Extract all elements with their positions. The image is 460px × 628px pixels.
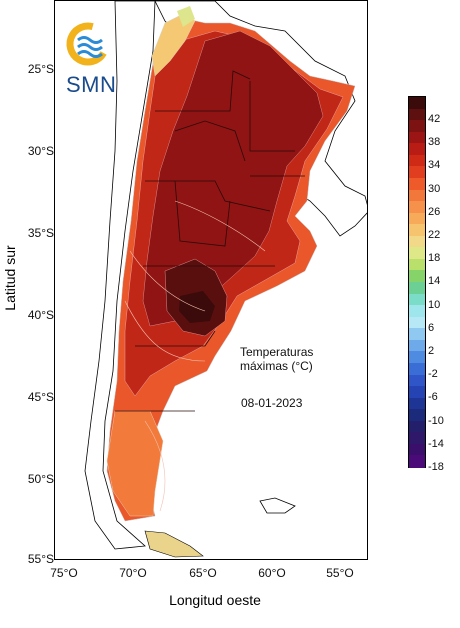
- colorbar-cell: [409, 201, 425, 214]
- colorbar-cell: [409, 293, 425, 306]
- chile-outline: [84, 1, 156, 550]
- colorbar-cell: [409, 247, 425, 260]
- colorbar-cell: [409, 154, 425, 167]
- colorbar-cell: [409, 177, 425, 190]
- colorbar-cell: [409, 282, 425, 295]
- colorbar-cell: [409, 397, 425, 410]
- colorbar-label: 2: [428, 345, 435, 357]
- map-title-line1: Temperaturas: [240, 345, 314, 359]
- argentina-north-green: [177, 6, 195, 27]
- colorbar-cell: [409, 166, 425, 179]
- colorbar-cell: [409, 339, 425, 352]
- colorbar-cell: [409, 97, 425, 110]
- colorbar-cell: [409, 212, 425, 225]
- lon-tick-75: 75°O: [50, 566, 78, 580]
- argentina-hotspot: [179, 291, 215, 323]
- lat-tick-35: 35°S: [27, 226, 54, 240]
- lat-tick-30: 30°S: [27, 144, 54, 158]
- colorbar-cell: [409, 455, 425, 468]
- lat-tick-40: 40°S: [27, 308, 54, 322]
- colorbar-label: 10: [428, 298, 441, 311]
- smn-logo-icon: [66, 22, 110, 66]
- colorbar-cell: [409, 316, 425, 329]
- province-borders: [115, 70, 305, 412]
- colorbar-cell: [409, 409, 425, 422]
- colorbar-label: 30: [428, 182, 441, 195]
- lon-tick-55: 55°O: [326, 566, 354, 580]
- x-axis-title: Longitud oeste: [169, 592, 261, 608]
- smn-logo-text: SMN: [66, 72, 117, 97]
- lat-tick-45: 45°S: [27, 390, 54, 404]
- isotherm-lines: [124, 200, 266, 512]
- colorbar-cell: [409, 189, 425, 202]
- colorbar-label: -6: [428, 391, 438, 404]
- colorbar-cell: [409, 270, 425, 283]
- map-date: 08-01-2023: [241, 396, 303, 410]
- colorbar-label: -2: [428, 368, 438, 381]
- colorbar-cell: [409, 131, 425, 144]
- lat-tick-50: 50°S: [27, 472, 54, 486]
- colorbar-label: -18: [428, 461, 444, 473]
- colorbar-cell: [409, 351, 425, 364]
- temperature-map: [84, 1, 367, 558]
- colorbar-cell: [409, 224, 425, 237]
- colorbar-cell: [409, 108, 425, 121]
- lat-tick-55: 55°S: [27, 552, 54, 566]
- colorbar-cell: [409, 305, 425, 318]
- colorbar-label: 22: [428, 229, 441, 241]
- y-axis-title: Latitud sur: [2, 245, 18, 311]
- colorbar-label: 18: [428, 252, 441, 265]
- colorbar-cell: [409, 432, 425, 445]
- lon-tick-65: 65°O: [189, 566, 217, 580]
- colorbar-label: -10: [428, 414, 444, 427]
- colorbar-label: 38: [428, 136, 441, 149]
- malvinas-islands: [259, 497, 296, 514]
- colorbar-cell: [409, 386, 425, 399]
- map-title: Temperaturas máximas (°C): [240, 345, 313, 373]
- colorbar-cell: [409, 143, 425, 156]
- colorbar-label: 14: [428, 275, 441, 288]
- temperature-colorbar: [408, 96, 426, 468]
- colorbar-label: -14: [428, 437, 444, 450]
- colorbar-cell: [409, 120, 425, 133]
- colorbar-label: 26: [428, 205, 441, 218]
- map-title-line2: máximas (°C): [240, 359, 313, 373]
- colorbar-cell: [409, 362, 425, 375]
- colorbar-cell: [409, 328, 425, 341]
- lat-tick-25: 25°S: [27, 62, 54, 76]
- colorbar-cell: [409, 420, 425, 433]
- tierra-del-fuego: [144, 530, 204, 558]
- map-frame: [54, 0, 368, 560]
- colorbar-cell: [409, 443, 425, 456]
- colorbar-label: 34: [428, 159, 441, 172]
- colorbar-cell: [409, 374, 425, 387]
- lon-tick-60: 60°O: [258, 566, 286, 580]
- patagonia-south: [106, 410, 164, 517]
- colorbar-cell: [409, 258, 425, 271]
- colorbar-label: 42: [428, 113, 441, 125]
- colorbar-label: 6: [428, 321, 435, 334]
- colorbar-cell: [409, 235, 425, 248]
- lon-tick-70: 70°O: [119, 566, 147, 580]
